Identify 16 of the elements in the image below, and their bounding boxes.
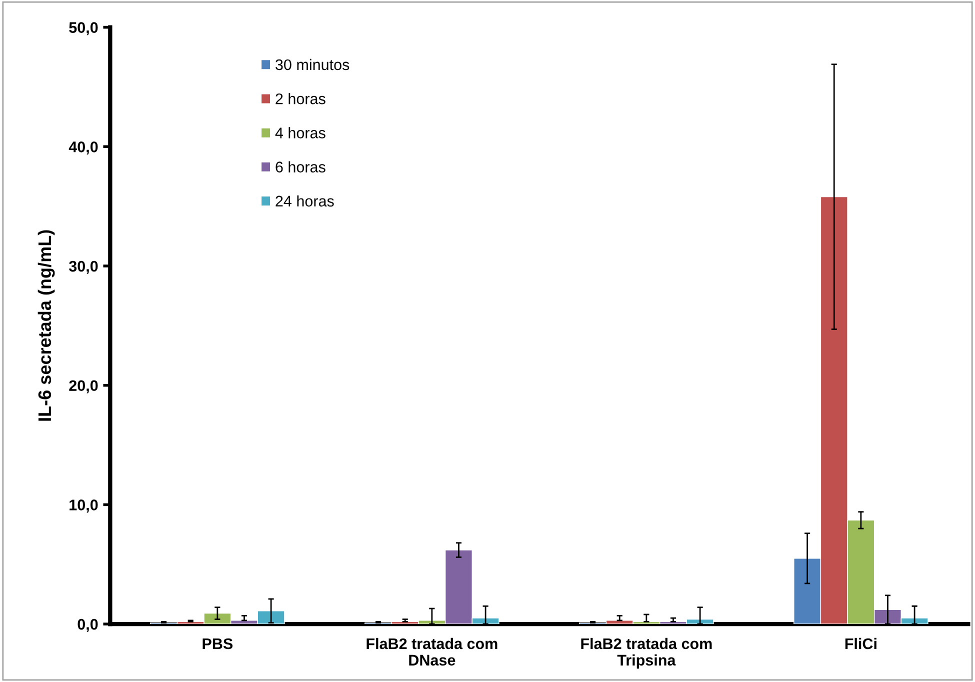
x-tick-label: FlaB2 tratada com Tripsina [581, 638, 712, 669]
y-axis-title: IL-6 secretada (ng/mL) [38, 230, 55, 421]
legend-label: 24 horas [276, 195, 334, 207]
x-tick-label: FlaB2 tratada com DNase [366, 638, 498, 666]
y-tick-label: 0,0 [78, 618, 98, 632]
y-tick-label: 30,0 [68, 260, 98, 274]
y-tick-label: 10,0 [70, 500, 98, 513]
x-tick-label: PBS [202, 638, 233, 650]
y-tick-label: 40,0 [68, 142, 98, 155]
legend-label: 6 horas [276, 161, 326, 172]
legend-label: 30 minutos [276, 58, 350, 70]
x-tick-label: FliCi [845, 638, 876, 650]
y-tick-label: 20,0 [69, 380, 98, 394]
y-tick-label: 50,0 [69, 22, 98, 36]
legend-label: 4 horas [275, 127, 326, 138]
legend-label: 2 horas [276, 93, 326, 104]
